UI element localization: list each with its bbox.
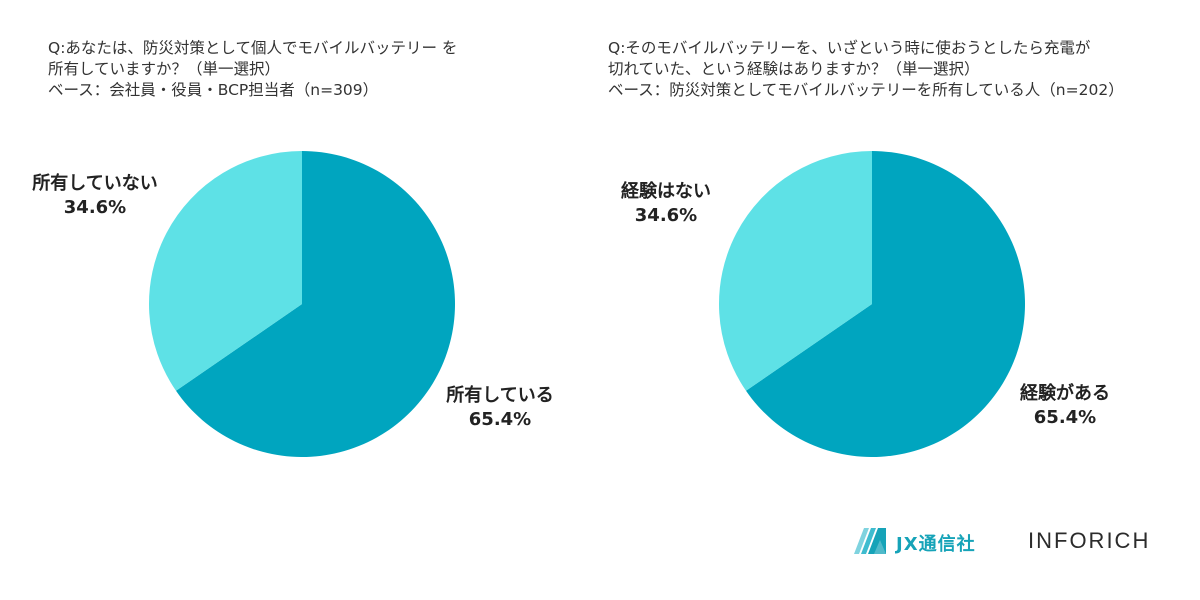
chart1-title: Q:あなたは、防災対策として個人でモバイルバッテリー を 所有していますか？（単… [48, 38, 457, 101]
slice-label-value: 34.6% [634, 205, 698, 226]
jx-logo-icon [854, 528, 886, 554]
jx-logo-text: JX通信社 [896, 534, 976, 555]
slice-label-name: 所有している [446, 385, 554, 406]
inforich-logo-text: INFORICH [1028, 528, 1151, 553]
chart1-title-line: ベース：会社員・役員・BCP担当者（n=309） [48, 81, 379, 99]
chart2-title: Q:そのモバイルバッテリーを、いざという時に使おうとしたら充電が 切れていた、と… [608, 38, 1124, 101]
logo-area: JX通信社 INFORICH [852, 522, 1172, 562]
pie-chart-ownership [149, 151, 456, 457]
chart1-title-line: Q:あなたは、防災対策として個人でモバイルバッテリー を [48, 39, 458, 57]
slice-label-not-owned: 所有していない 34.6% [20, 172, 170, 220]
slice-label-has-experience: 経験がある 65.4% [1000, 382, 1130, 430]
chart2-title-line: 切れていた、という経験はありますか？（単一選択） [608, 60, 980, 78]
slice-label-name: 経験がある [1020, 383, 1110, 404]
slice-label-name: 経験はない [621, 181, 711, 202]
slice-label-value: 65.4% [468, 409, 532, 430]
slice-label-value: 34.6% [63, 197, 127, 218]
pie-slice [149, 151, 302, 391]
slice-label-name: 所有していない [32, 173, 158, 194]
slice-label-no-experience: 経験はない 34.6% [606, 180, 726, 228]
pie-slice [745, 151, 1025, 457]
chart2-title-line: Q:そのモバイルバッテリーを、いざという時に使おうとしたら充電が [608, 39, 1091, 57]
chart2-title-line: ベース：防災対策としてモバイルバッテリーを所有している人（n=202） [608, 81, 1124, 99]
pie-chart-dead-battery [719, 151, 1025, 457]
slice-label-owned: 所有している 65.4% [430, 384, 570, 432]
slice-label-value: 65.4% [1033, 407, 1097, 428]
pie-slice [175, 151, 456, 457]
pie-slice [719, 151, 872, 391]
chart1-title-line: 所有していますか？（単一選択） [48, 60, 281, 78]
